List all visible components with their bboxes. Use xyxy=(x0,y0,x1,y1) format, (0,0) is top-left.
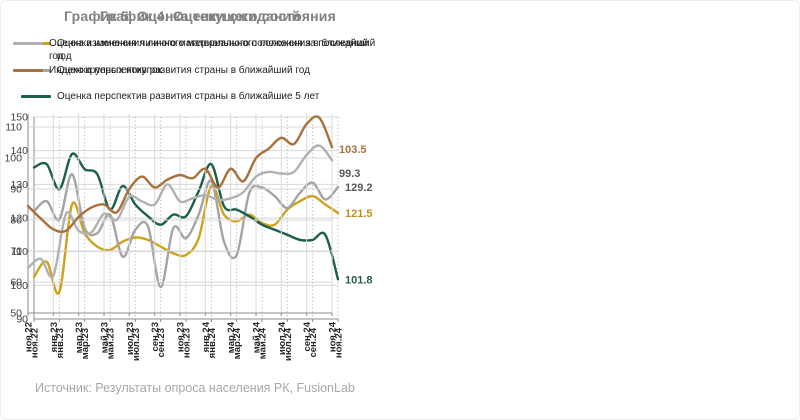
y-axis-label: 150 xyxy=(10,112,28,124)
chart4-panel: График 4. Оценки ожиданий Оценка изменен… xyxy=(0,0,400,400)
legend-line-swatch xyxy=(13,42,43,45)
x-axis-label: ноя.23 xyxy=(176,322,187,352)
series-end-value-label: 101.8 xyxy=(345,274,373,286)
legend-label: Оценка перспектив развития страны в ближ… xyxy=(57,91,320,102)
x-axis-label: янв.24 xyxy=(207,327,218,358)
y-axis-label: 90 xyxy=(10,184,22,196)
series-end-value-label: 103.5 xyxy=(339,144,367,156)
legend-item: Оценка перспектив развития страны в ближ… xyxy=(21,90,409,103)
x-axis-label: ноя.24 xyxy=(328,321,339,352)
x-axis-label: май.24 xyxy=(258,327,269,359)
series-end-value-label: 99.3 xyxy=(339,168,360,180)
y-axis-label: 110 xyxy=(5,122,22,134)
x-axis-label: сен.23 xyxy=(150,322,161,352)
x-axis-label: май.23 xyxy=(106,328,117,359)
legend-line-swatch xyxy=(21,95,51,98)
x-axis-label: мар.24 xyxy=(226,321,237,353)
y-axis-label: 140 xyxy=(10,145,28,157)
chart5-panel: График 5. Оценка текущего состояния Оцен… xyxy=(0,0,400,400)
x-axis-label: июл.24 xyxy=(277,321,288,355)
x-axis-label: июл.23 xyxy=(125,322,136,355)
y-axis-label: 90 xyxy=(16,314,28,326)
x-axis-label: сен.23 xyxy=(156,328,167,358)
series-end-value-label: 121.5 xyxy=(345,208,373,220)
x-axis-label: май.23 xyxy=(100,322,111,353)
x-axis-label: янв.23 xyxy=(49,322,60,352)
y-axis-label: 100 xyxy=(4,153,22,165)
x-axis-label: сен.24 xyxy=(302,321,313,351)
chart5-title: График 5. Оценка текущего состояния xyxy=(64,8,336,24)
legend-label: Индекс крупных покупок xyxy=(49,65,162,76)
chart5-plot: 50 60 70 80 90 100 110 ноя.22 янв.23 мар.23 май.23… xyxy=(4,114,367,355)
series-line xyxy=(26,144,334,279)
legend-item: Оценка изменения личного материального п… xyxy=(13,37,401,63)
y-axis-label: 130 xyxy=(10,179,28,191)
series-line xyxy=(32,184,340,295)
x-axis-label: ноя.23 xyxy=(182,328,193,358)
x-axis-label: мар.24 xyxy=(232,327,243,359)
y-axis-label: 110 xyxy=(11,246,28,258)
chart5-legend: Оценка изменения личного материального п… xyxy=(0,37,401,78)
legend-label: Оценка изменения личного материального п… xyxy=(49,38,369,62)
chart4-title: График 4. Оценки ожиданий xyxy=(99,8,301,24)
x-axis-label: янв.24 xyxy=(201,321,212,352)
y-axis-label: 120 xyxy=(10,213,28,225)
x-axis-label: июл.23 xyxy=(131,328,142,361)
x-axis-label: мар.23 xyxy=(74,322,85,353)
y-axis-label: 70 xyxy=(10,246,22,258)
legend-label: Оценка перспектив развития страны в ближ… xyxy=(57,65,310,76)
y-axis-label: 50 xyxy=(10,308,22,320)
x-axis-label: ноя.22 xyxy=(30,328,41,358)
x-axis-label: ноя.24 xyxy=(334,327,345,358)
y-axis-label: 100 xyxy=(10,280,28,292)
x-axis-label: июл.24 xyxy=(283,327,294,361)
series-line xyxy=(32,152,340,281)
series-end-value-label: 129.2 xyxy=(345,182,373,194)
series-line xyxy=(32,172,340,289)
x-axis-label: май.24 xyxy=(252,321,263,353)
legend-line-swatch xyxy=(13,69,43,72)
x-axis-label: мар.23 xyxy=(80,328,91,359)
x-axis-label: янв.23 xyxy=(55,328,66,358)
x-axis-label: сен.24 xyxy=(308,327,319,357)
x-axis-label: ноя.22 xyxy=(24,322,35,352)
y-axis-label: 60 xyxy=(10,277,22,289)
source-note: Источник: Результаты опроса населения РК… xyxy=(35,381,355,395)
legend-item: Индекс крупных покупок xyxy=(13,64,401,77)
series-line xyxy=(26,115,334,234)
y-axis-label: 80 xyxy=(10,215,22,227)
legend-label: Оценка изменения личного материального п… xyxy=(57,38,376,62)
